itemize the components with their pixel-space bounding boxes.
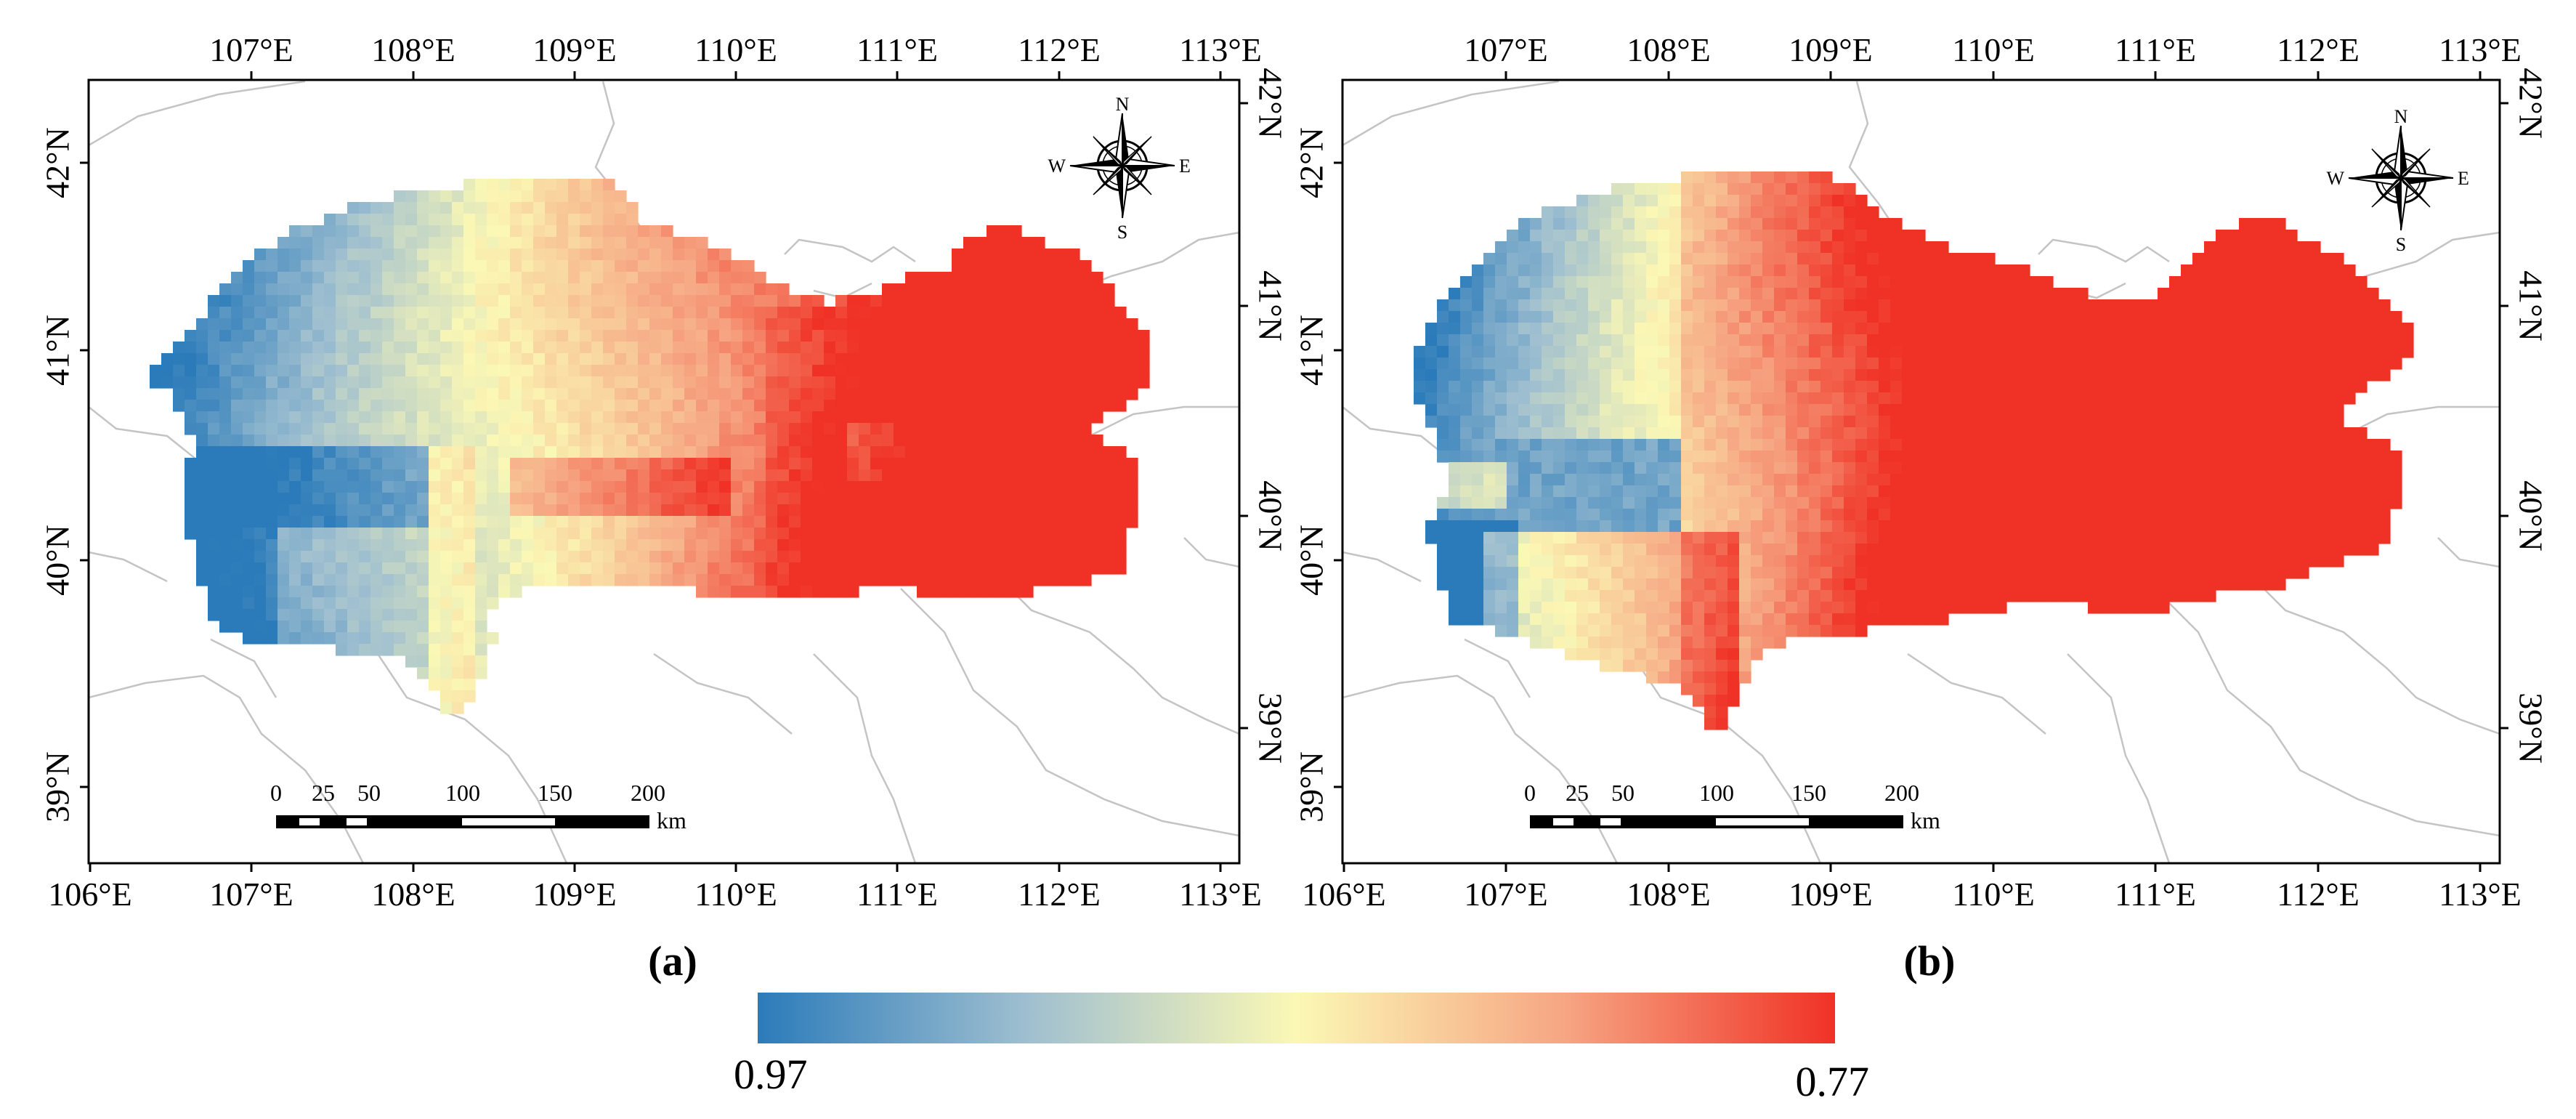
panel-b-lat-label-right: 41°N — [2512, 270, 2549, 342]
panel-b-compass-n: N — [2394, 106, 2408, 127]
panel-b-label: (b) — [1904, 937, 1956, 985]
panel-a-lat-label-right: 40°N — [1252, 480, 1289, 552]
panel-b-compass-icon: N S E W — [2326, 106, 2468, 255]
panel-b-scale-label-50: 50 — [1611, 780, 1635, 806]
panel-b-lon-label-bottom: 109°E — [1789, 876, 1873, 913]
panel-b-lon-label-bottom: 106°E — [1302, 876, 1386, 913]
panel-a-lon-label-bottom: 107°E — [209, 876, 293, 913]
panel-a-lat-label-right: 42°N — [1252, 68, 1289, 139]
panel-b-lon-label-top: 108°E — [1627, 31, 1711, 68]
panel-b-compass-s: S — [2396, 234, 2406, 255]
panel-a-scale-label-200: 200 — [631, 780, 665, 806]
panel-b-lat-label-right: 39°N — [2512, 692, 2549, 764]
panel-a-scale-label-100: 100 — [445, 780, 480, 806]
panel-b-lon-label-top: 110°E — [1952, 31, 2035, 68]
panel-b-lon-label-bottom: 111°E — [2115, 876, 2196, 913]
panel-b-lat-label-left: 40°N — [1293, 525, 1330, 596]
panel-a-lon-label-bottom: 106°E — [48, 876, 132, 913]
panel-a-scale-bar: 0 25 50 100 150 200 km — [270, 780, 686, 833]
panel-a-compass-e: E — [1179, 155, 1191, 177]
colorbar-max-label: 0.77 — [1796, 1058, 1870, 1105]
panel-a-scale-label-25: 25 — [312, 780, 335, 806]
panel-a-lon-label-top: 110°E — [694, 31, 777, 68]
colorbar: 0.97 0.77 — [734, 993, 1869, 1105]
panel-a-lat-label-right: 39°N — [1252, 692, 1289, 764]
panel-b-lon-label-top: 107°E — [1464, 31, 1548, 68]
panel-b-lon-label-bottom: 107°E — [1464, 876, 1548, 913]
panel-b-scale-label-25: 25 — [1566, 780, 1589, 806]
panel-b-lat-label-left: 41°N — [1293, 315, 1330, 386]
panel-a-scale-label-0: 0 — [270, 780, 282, 806]
panel-b-lat-label-right: 40°N — [2512, 480, 2549, 552]
panel-b-lon-label-top: 113°E — [2439, 31, 2522, 68]
panel-a-scale-unit: km — [657, 807, 686, 833]
panel-a-lon-label-top: 108°E — [371, 31, 455, 68]
panel-a-lat-label-left: 40°N — [39, 525, 76, 596]
panel-a: 106°E 107°E 108°E 109°E 110°E 111°E 112°E 113°E… — [39, 31, 1289, 985]
panel-a-compass-n: N — [1116, 94, 1130, 115]
panel-a-compass-s: S — [1117, 222, 1127, 243]
panel-a-lat-label-right: 41°N — [1252, 270, 1289, 342]
panel-a-lon-label-top: 107°E — [209, 31, 293, 68]
panel-a-lon-label-top: 113°E — [1179, 31, 1262, 68]
panel-b-lon-label-top: 109°E — [1789, 31, 1873, 68]
panel-b-lon-label-bottom: 112°E — [2277, 876, 2360, 913]
panel-b-heatmap — [1414, 171, 2414, 730]
panel-a-scale-label-50: 50 — [357, 780, 381, 806]
colorbar-gradient — [758, 993, 1835, 1043]
panel-b-lon-label-bottom: 113°E — [2439, 876, 2522, 913]
panel-a-lon-label-bottom: 110°E — [694, 876, 777, 913]
panel-b-scale-label-0: 0 — [1524, 780, 1536, 806]
panel-a-scale-label-150: 150 — [538, 780, 572, 806]
panel-b-lat-label-right: 42°N — [2512, 68, 2549, 139]
panel-b-boundaries — [1342, 81, 2500, 863]
panel-b-lon-label-top: 112°E — [2277, 31, 2360, 68]
panel-a-boundaries — [89, 81, 1239, 863]
panel-a-lon-label-top: 111°E — [856, 31, 938, 68]
panel-a-lon-label-bottom: 113°E — [1179, 876, 1262, 913]
panel-a-label: (a) — [648, 937, 697, 985]
panel-b-scale-label-100: 100 — [1699, 780, 1734, 806]
panel-b-scale-bar: 0 25 50 100 150 200 km — [1524, 780, 1940, 833]
panel-a-lon-label-top: 109°E — [532, 31, 617, 68]
panel-a-heatmap — [150, 179, 1150, 714]
panel-a-lat-label-left: 42°N — [39, 127, 76, 198]
colorbar-min-label: 0.97 — [734, 1051, 808, 1098]
panel-b-scale-label-200: 200 — [1884, 780, 1919, 806]
panel-a-lat-label-left: 41°N — [39, 315, 76, 386]
panel-b-compass-e: E — [2458, 168, 2469, 189]
panel-a-lat-label-left: 39°N — [39, 751, 76, 823]
panel-a-lon-label-top: 112°E — [1018, 31, 1101, 68]
panel-b-lon-label-top: 111°E — [2115, 31, 2196, 68]
panel-a-compass-w: W — [1048, 155, 1066, 177]
panel-b-lon-label-bottom: 108°E — [1627, 876, 1711, 913]
panel-b-compass-w: W — [2326, 168, 2344, 189]
panel-b-scale-unit: km — [1911, 807, 1940, 833]
panel-a-lon-label-bottom: 108°E — [371, 876, 455, 913]
panel-a-lon-label-bottom: 111°E — [856, 876, 938, 913]
panel-a-lon-label-bottom: 112°E — [1018, 876, 1101, 913]
panel-b-lat-label-left: 42°N — [1293, 127, 1330, 198]
panel-b-lat-label-left: 39°N — [1293, 751, 1330, 823]
panel-b-scale-label-150: 150 — [1791, 780, 1826, 806]
panel-a-compass-icon: N S E W — [1048, 94, 1190, 243]
panel-a-lon-label-bottom: 109°E — [532, 876, 617, 913]
panel-b-lon-label-bottom: 110°E — [1952, 876, 2035, 913]
panel-b: 106°E 107°E 108°E 109°E 110°E 111°E 112°E 113°E… — [1293, 31, 2550, 985]
